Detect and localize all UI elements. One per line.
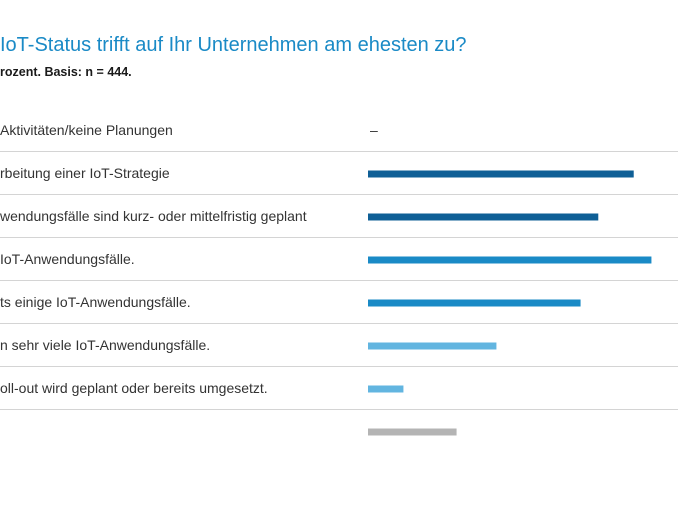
category-label: wendungsfälle sind kurz- oder mittelfris…	[0, 208, 307, 224]
chart-subtitle: rozent. Basis: n = 444.	[0, 65, 132, 79]
bar	[368, 213, 599, 221]
bar	[368, 342, 497, 350]
category-label: n sehr viele IoT-Anwendungsfälle.	[0, 337, 210, 353]
bar	[368, 299, 581, 307]
chart-title: IoT-Status trifft auf Ihr Unternehmen am…	[0, 34, 467, 56]
bar	[368, 170, 634, 178]
bar	[368, 256, 652, 264]
category-label: rbeitung einer IoT-Strategie	[0, 165, 170, 181]
bar	[368, 385, 404, 393]
category-label: Aktivitäten/keine Planungen	[0, 122, 173, 138]
category-label: ts einige IoT-Anwendungsfälle.	[0, 294, 191, 310]
category-label: IoT-Anwendungsfälle.	[0, 251, 135, 267]
bar	[368, 428, 457, 436]
category-label: oll-out wird geplant oder bereits umgese…	[0, 380, 268, 396]
missing-value-marker: –	[370, 122, 378, 138]
